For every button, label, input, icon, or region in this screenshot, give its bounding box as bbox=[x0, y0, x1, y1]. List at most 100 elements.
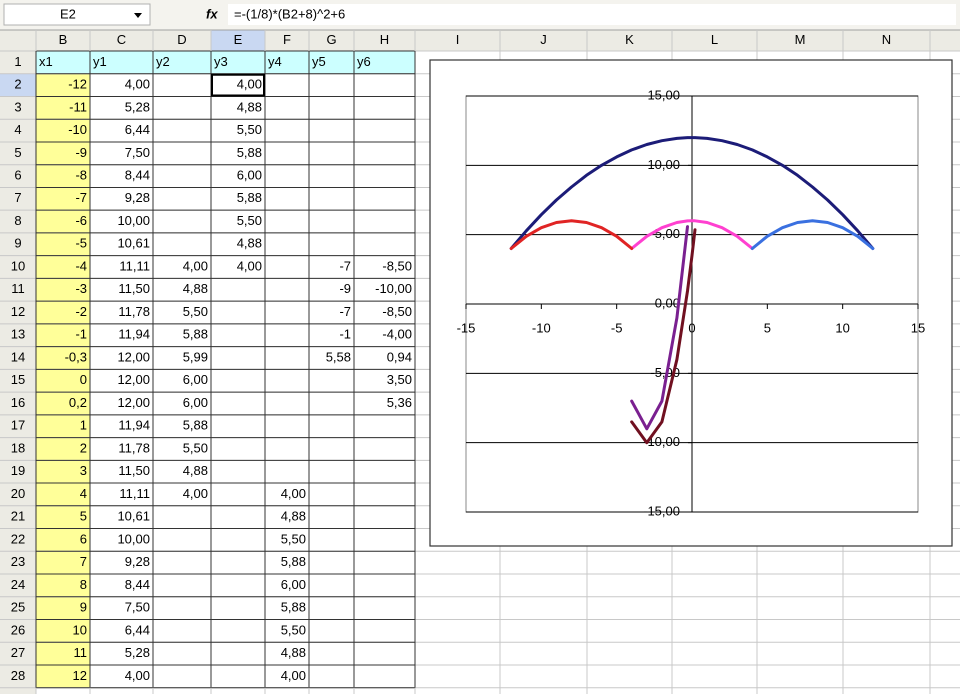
column-header[interactable]: K bbox=[625, 32, 634, 47]
cell[interactable]: 4 bbox=[80, 486, 87, 501]
cell[interactable]: 5,50 bbox=[183, 304, 208, 319]
cell[interactable]: -4 bbox=[75, 258, 87, 273]
column-header[interactable]: L bbox=[711, 32, 718, 47]
cell[interactable]: -0,3 bbox=[65, 349, 87, 364]
cell[interactable]: 5 bbox=[80, 509, 87, 524]
cell[interactable]: 7,50 bbox=[125, 600, 150, 615]
row-header[interactable]: 18 bbox=[11, 440, 25, 455]
cell[interactable]: -9 bbox=[75, 145, 87, 160]
cell[interactable]: -9 bbox=[339, 281, 351, 296]
row-header[interactable]: 26 bbox=[11, 622, 25, 637]
cell[interactable]: 11,78 bbox=[118, 304, 150, 319]
cell[interactable]: 4,88 bbox=[237, 99, 262, 114]
cell[interactable]: 6,44 bbox=[125, 122, 150, 137]
column-header[interactable]: E bbox=[234, 32, 243, 47]
row-header[interactable]: 6 bbox=[14, 168, 21, 183]
cell[interactable]: 6,00 bbox=[183, 372, 208, 387]
column-header[interactable]: D bbox=[177, 32, 186, 47]
cell[interactable]: 1 bbox=[80, 418, 87, 433]
row-header[interactable]: 5 bbox=[14, 145, 21, 160]
cell[interactable]: 5,28 bbox=[125, 99, 150, 114]
cell[interactable]: 5,50 bbox=[281, 531, 306, 546]
row-header[interactable]: 2 bbox=[14, 77, 21, 92]
cell[interactable]: 6,00 bbox=[183, 395, 208, 410]
column-header[interactable]: H bbox=[380, 32, 389, 47]
row-header[interactable]: 15 bbox=[11, 372, 25, 387]
cell[interactable]: -4,00 bbox=[382, 327, 412, 342]
cell[interactable]: -1 bbox=[75, 327, 87, 342]
row-header[interactable]: 8 bbox=[14, 213, 21, 228]
cell[interactable]: 5,50 bbox=[281, 622, 306, 637]
cell[interactable]: 4,88 bbox=[281, 645, 306, 660]
cell[interactable]: 5,99 bbox=[183, 349, 208, 364]
cell[interactable]: 5,50 bbox=[237, 122, 262, 137]
cell[interactable]: -7 bbox=[339, 304, 351, 319]
cell[interactable]: 12,00 bbox=[117, 372, 150, 387]
cell[interactable]: 5,36 bbox=[387, 395, 412, 410]
cell[interactable]: 8 bbox=[80, 577, 87, 592]
cell[interactable]: y2 bbox=[156, 54, 170, 69]
cell[interactable]: -8,50 bbox=[382, 258, 412, 273]
cell[interactable]: 9,28 bbox=[125, 190, 150, 205]
cell[interactable]: 12,00 bbox=[117, 349, 150, 364]
cell[interactable]: y4 bbox=[268, 54, 282, 69]
cell[interactable]: y5 bbox=[312, 54, 326, 69]
cell[interactable]: -10,00 bbox=[375, 281, 412, 296]
cell[interactable]: 7,50 bbox=[125, 145, 150, 160]
cell[interactable]: 2 bbox=[80, 440, 87, 455]
cell[interactable]: 5,88 bbox=[237, 190, 262, 205]
cell[interactable]: 10,61 bbox=[117, 509, 150, 524]
cell[interactable]: 9 bbox=[80, 600, 87, 615]
cell[interactable]: 12 bbox=[73, 668, 87, 683]
cell[interactable]: 4,88 bbox=[281, 509, 306, 524]
cell[interactable]: 11,11 bbox=[119, 258, 150, 273]
cell[interactable]: 5,88 bbox=[237, 145, 262, 160]
cell[interactable]: 11,11 bbox=[119, 486, 150, 501]
column-header[interactable]: J bbox=[540, 32, 547, 47]
cell[interactable]: -10 bbox=[68, 122, 87, 137]
row-header[interactable]: 27 bbox=[11, 645, 25, 660]
cell[interactable]: 9,28 bbox=[125, 554, 150, 569]
cell[interactable]: -12 bbox=[68, 77, 87, 92]
cell[interactable]: 11,78 bbox=[118, 440, 150, 455]
cell[interactable]: 10 bbox=[73, 622, 87, 637]
column-header[interactable]: M bbox=[795, 32, 806, 47]
cell[interactable]: 11,94 bbox=[118, 327, 150, 342]
cell[interactable]: 8,44 bbox=[125, 577, 150, 592]
fx-icon[interactable]: fx bbox=[206, 6, 218, 21]
cell[interactable]: 4,88 bbox=[183, 463, 208, 478]
cell[interactable]: 5,88 bbox=[281, 600, 306, 615]
row-header[interactable]: 10 bbox=[11, 258, 25, 273]
cell[interactable]: 5,50 bbox=[237, 213, 262, 228]
row-header[interactable]: 19 bbox=[11, 463, 25, 478]
cell[interactable]: -1 bbox=[339, 327, 351, 342]
cell[interactable]: 10,61 bbox=[117, 236, 150, 251]
row-header[interactable]: 22 bbox=[11, 531, 25, 546]
cell[interactable]: 10,00 bbox=[117, 213, 150, 228]
row-header[interactable]: 17 bbox=[11, 418, 25, 433]
column-header[interactable]: C bbox=[117, 32, 126, 47]
column-header[interactable]: F bbox=[283, 32, 291, 47]
row-header[interactable]: 12 bbox=[11, 304, 25, 319]
cell[interactable]: 4,00 bbox=[281, 668, 306, 683]
name-box[interactable] bbox=[3, 3, 151, 26]
cell[interactable]: -5 bbox=[75, 236, 87, 251]
row-header[interactable]: 21 bbox=[11, 509, 25, 524]
column-header[interactable]: I bbox=[456, 32, 460, 47]
cell[interactable]: 6,00 bbox=[237, 168, 262, 183]
cell[interactable]: 4,00 bbox=[281, 486, 306, 501]
row-header[interactable]: 9 bbox=[14, 236, 21, 251]
cell[interactable]: 4,00 bbox=[237, 77, 262, 92]
cell[interactable]: 5,58 bbox=[326, 349, 351, 364]
row-header[interactable]: 3 bbox=[14, 99, 21, 114]
dropdown-arrow[interactable] bbox=[134, 13, 142, 18]
cell[interactable]: 6 bbox=[80, 531, 87, 546]
formula-input[interactable] bbox=[228, 4, 956, 25]
cell[interactable]: 4,88 bbox=[183, 281, 208, 296]
row-header[interactable]: 4 bbox=[14, 122, 21, 137]
row-header[interactable]: 1 bbox=[14, 54, 21, 69]
cell[interactable]: 11,50 bbox=[118, 463, 150, 478]
cell[interactable]: 5,88 bbox=[183, 418, 208, 433]
cell[interactable]: -3 bbox=[75, 281, 87, 296]
cell[interactable]: 5,88 bbox=[183, 327, 208, 342]
